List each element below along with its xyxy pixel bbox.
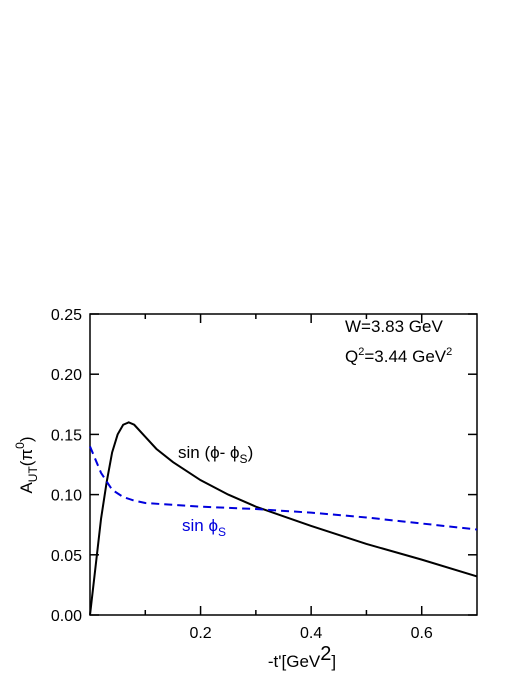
series-label-sub: S bbox=[218, 525, 226, 539]
y-tick-label: 0.25 bbox=[51, 307, 82, 324]
plot-frame bbox=[89, 313, 478, 616]
series-label-part: sin ϕ bbox=[182, 516, 218, 535]
series-label-sub: S bbox=[240, 452, 248, 466]
x-tick-label: 0.6 bbox=[411, 625, 433, 642]
y-axis-label: AUT(π0) bbox=[13, 436, 40, 493]
series-line bbox=[89, 446, 478, 531]
annotation-sup: 2 bbox=[446, 346, 452, 358]
series-label-part: sin (ϕ- ϕ bbox=[178, 443, 240, 462]
y-tick-label: 0.10 bbox=[51, 488, 82, 505]
y-label-sub: UT bbox=[26, 466, 40, 483]
x-tick-label: 0.4 bbox=[300, 625, 322, 642]
annotation-sup: 2 bbox=[358, 346, 364, 358]
annotation-part: Q bbox=[345, 347, 358, 366]
series-label: sin ϕS bbox=[182, 516, 226, 539]
x-label-part: ] bbox=[331, 652, 336, 671]
x-label-sup: 2 bbox=[320, 643, 331, 665]
series-label-part: ) bbox=[248, 443, 254, 462]
series-line bbox=[89, 421, 478, 616]
y-label-part: ) bbox=[17, 436, 36, 442]
y-label-part: A bbox=[17, 482, 36, 494]
annotation-part: =3.44 GeV bbox=[364, 347, 446, 366]
annotation: Q2=3.44 GeV2 bbox=[345, 346, 452, 366]
y-tick-label: 0.05 bbox=[51, 548, 82, 565]
x-axis-label: -t'[GeV2] bbox=[268, 643, 336, 671]
series-label: sin (ϕ- ϕS) bbox=[178, 443, 253, 466]
annotation-part: W=3.83 GeV bbox=[345, 317, 443, 336]
x-tick-label: 0.2 bbox=[189, 625, 211, 642]
annotation: W=3.83 GeV bbox=[345, 317, 443, 336]
y-tick-label: 0.00 bbox=[51, 608, 82, 625]
y-label-sup: 0 bbox=[13, 442, 27, 449]
x-label-part: -t'[GeV bbox=[268, 652, 321, 671]
y-tick-label: 0.20 bbox=[51, 367, 82, 384]
y-tick-label: 0.15 bbox=[51, 427, 82, 444]
y-label-part: (π bbox=[17, 449, 36, 466]
